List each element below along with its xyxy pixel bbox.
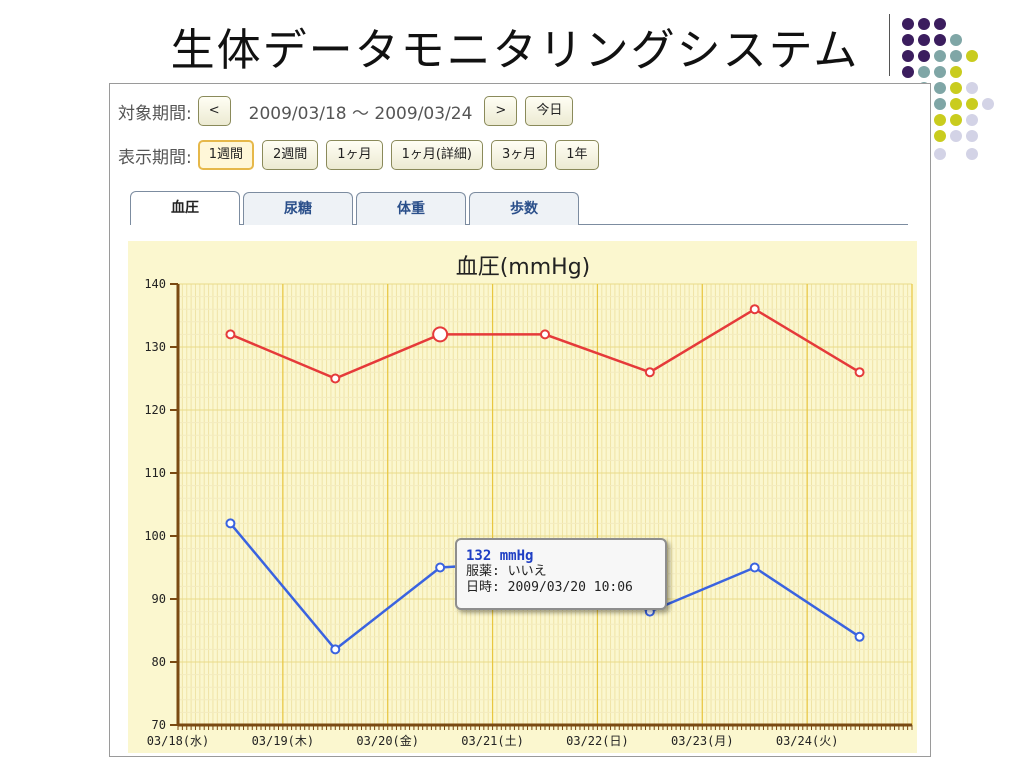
x-tick-label: 03/18(水) <box>147 734 210 748</box>
y-tick-label: 90 <box>152 592 166 606</box>
range-1year-button[interactable]: 1年 <box>555 140 599 170</box>
tooltip-value: 132 mmHg <box>466 548 534 564</box>
range-3month-button[interactable]: 3ヶ月 <box>491 140 548 170</box>
horizontal-grid <box>178 283 912 726</box>
x-tick-label: 03/23(月) <box>671 734 734 748</box>
range-1week-button[interactable]: 1週間 <box>197 140 255 170</box>
systolic-point <box>330 373 341 384</box>
systolic-point-highlighted <box>432 326 449 343</box>
tab-blood-pressure[interactable]: 血圧 <box>130 191 240 225</box>
range-2week-button[interactable]: 2週間 <box>262 140 319 170</box>
display-label: 表示期間: <box>118 147 192 168</box>
blood-pressure-chart: 血圧(mmHg) 70 80 90 100 110 120 130 140 03/18(水) 0… <box>128 241 917 753</box>
y-tick-label: 120 <box>144 403 166 417</box>
slide-title: 生体データモニタリングシステム <box>170 25 860 76</box>
y-tick-label: 80 <box>152 655 166 669</box>
x-tick-label: 03/20(金) <box>356 733 419 748</box>
range-1month-detail-button[interactable]: 1ヶ月(詳細) <box>390 140 483 170</box>
tab-urine-sugar[interactable]: 尿糖 <box>243 192 353 225</box>
tab-weight[interactable]: 体重 <box>356 192 466 225</box>
period-range: 2009/03/18 ～ 2009/03/24 <box>248 103 473 124</box>
diastolic-point <box>435 562 446 573</box>
y-tick-label: 100 <box>144 529 166 543</box>
x-tick-label: 03/19(木) <box>252 734 315 748</box>
axes <box>170 283 913 730</box>
tooltip-medication: 服薬: いいえ <box>466 564 547 579</box>
period-label: 対象期間: <box>118 103 192 124</box>
y-tick-label: 110 <box>144 466 166 480</box>
systolic-point <box>644 367 655 378</box>
diastolic-point <box>225 518 236 529</box>
systolic-point <box>749 304 760 315</box>
tab-steps[interactable]: 歩数 <box>469 192 579 225</box>
x-tick-labels: 03/18(水) 03/19(木) 03/20(金) 03/21(土) 03/22(日)… <box>147 733 839 748</box>
title-divider <box>889 14 890 76</box>
next-period-button[interactable]: > <box>484 96 518 126</box>
tab-bar: 血圧 尿糖 体重 歩数 <box>130 190 908 225</box>
diastolic-point <box>749 562 760 573</box>
systolic-point <box>854 367 865 378</box>
x-tick-label: 03/21(土) <box>461 734 524 748</box>
diastolic-point <box>854 631 865 642</box>
y-tick-label: 140 <box>144 277 166 291</box>
y-tick-label: 70 <box>152 718 166 732</box>
x-tick-label: 03/22(日) <box>566 734 629 748</box>
period-row: 対象期間: < 2009/03/18 ～ 2009/03/24 > 今日 <box>118 96 581 126</box>
tooltip-datetime: 日時: 2009/03/20 10:06 <box>466 580 633 595</box>
chart-title: 血圧(mmHg) <box>456 255 591 280</box>
y-tick-labels: 70 80 90 100 110 120 130 140 <box>144 277 166 732</box>
today-button[interactable]: 今日 <box>525 96 574 126</box>
minor-grid <box>177 284 913 725</box>
y-tick-label: 130 <box>144 340 166 354</box>
systolic-point <box>225 329 236 340</box>
systolic-point <box>540 329 550 340</box>
x-tick-label: 03/24(火) <box>776 734 839 748</box>
app-panel: 対象期間: < 2009/03/18 ～ 2009/03/24 > 今日 表示期… <box>109 83 931 757</box>
data-point-tooltip: 132 mmHg 服薬: いいえ 日時: 2009/03/20 10:06 <box>455 538 667 610</box>
range-1month-button[interactable]: 1ヶ月 <box>326 140 383 170</box>
diastolic-point <box>330 644 341 655</box>
prev-period-button[interactable]: < <box>197 96 231 126</box>
display-row: 表示期間: 1週間 2週間 1ヶ月 1ヶ月(詳細) 3ヶ月 1年 <box>118 140 607 170</box>
